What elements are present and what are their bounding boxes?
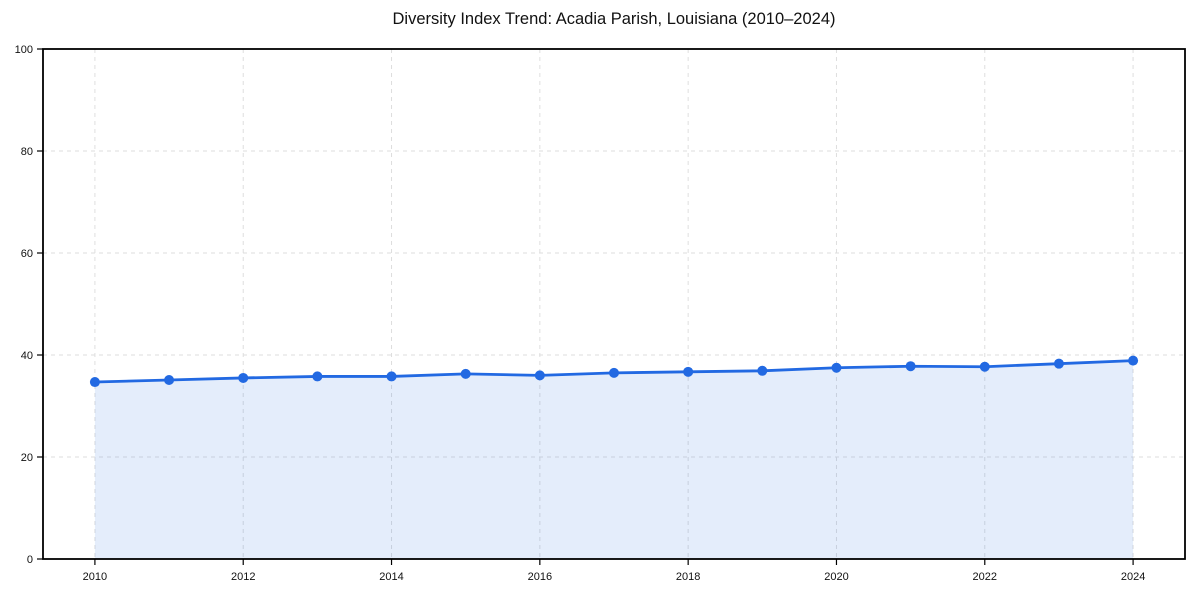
data-point xyxy=(979,361,990,372)
plot-box xyxy=(42,48,1186,560)
data-point xyxy=(609,367,619,378)
data-point xyxy=(1053,358,1064,369)
x-tick-label: 2012 xyxy=(231,571,255,583)
y-tick-label: 40 xyxy=(21,350,33,362)
x-tick-label: 2022 xyxy=(973,571,997,583)
x-tick-label: 2020 xyxy=(824,571,848,583)
series-area xyxy=(94,360,1134,559)
data-point xyxy=(534,370,545,381)
data-point xyxy=(386,371,397,382)
data-point xyxy=(683,366,694,377)
y-tick-label: 20 xyxy=(21,452,33,464)
data-point xyxy=(89,377,100,388)
chart-title: Diversity Index Trend: Acadia Parish, Lo… xyxy=(392,10,836,28)
data-point xyxy=(905,361,916,372)
y-tick-label: 0 xyxy=(27,554,33,566)
y-tick-label: 80 xyxy=(21,146,33,158)
data-point xyxy=(238,372,249,383)
x-tick-label: 2024 xyxy=(1121,571,1145,583)
x-tick-label: 2014 xyxy=(379,571,403,583)
data-point xyxy=(831,362,842,373)
y-tick-label: 100 xyxy=(15,44,33,56)
data-point xyxy=(164,374,175,385)
x-tick-label: 2016 xyxy=(528,571,552,583)
x-tick-label: 2010 xyxy=(83,571,107,583)
data-point xyxy=(1128,355,1139,366)
x-tick-label: 2018 xyxy=(676,571,700,583)
data-point xyxy=(460,368,471,379)
data-point xyxy=(757,365,768,376)
y-tick-label: 60 xyxy=(21,248,33,260)
data-point xyxy=(312,371,323,382)
